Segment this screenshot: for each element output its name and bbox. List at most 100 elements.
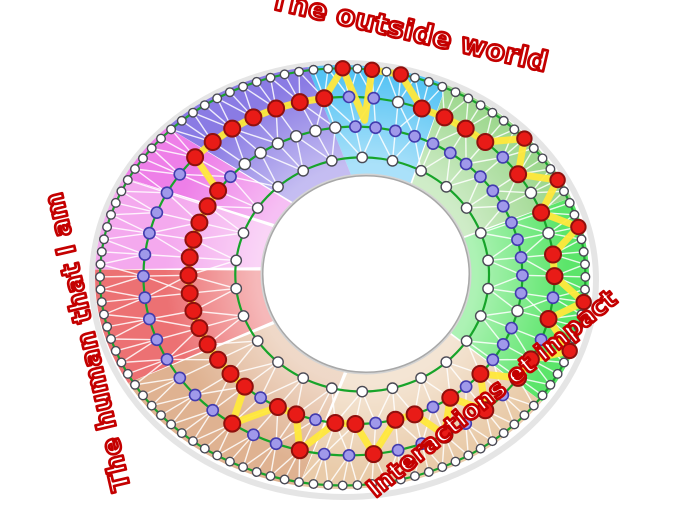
level-node-red[interactable] — [198, 197, 217, 216]
outer-node[interactable] — [423, 467, 434, 478]
outer-node[interactable] — [450, 456, 461, 467]
outer-node[interactable] — [498, 115, 509, 126]
outer-node[interactable] — [265, 72, 276, 83]
ring2-node[interactable] — [415, 437, 429, 451]
ring2-node[interactable] — [150, 333, 164, 347]
level-node-red[interactable] — [179, 266, 198, 285]
outer-node[interactable] — [176, 115, 187, 126]
inner-node[interactable] — [237, 227, 250, 239]
ring1-node[interactable] — [505, 216, 518, 229]
outer-node[interactable] — [105, 209, 116, 220]
outer-node[interactable] — [498, 428, 509, 439]
level-node-red[interactable] — [190, 213, 209, 232]
ring1-node[interactable] — [238, 157, 252, 171]
outer-node[interactable] — [509, 419, 520, 430]
ring1-node[interactable] — [348, 120, 362, 133]
ring1-node[interactable] — [388, 124, 402, 138]
outer-node[interactable] — [238, 462, 249, 473]
outer-node[interactable] — [265, 471, 276, 482]
ring1-node[interactable] — [224, 170, 237, 184]
outer-node[interactable] — [323, 480, 334, 491]
ring1-node[interactable] — [486, 353, 500, 367]
level-node-red[interactable] — [435, 108, 454, 127]
ring2-node[interactable] — [160, 352, 174, 366]
outer-node[interactable] — [187, 107, 198, 118]
ring1-node[interactable] — [254, 146, 267, 160]
inner-node[interactable] — [297, 164, 310, 177]
inner-node[interactable] — [297, 372, 310, 384]
outer-node[interactable] — [352, 63, 363, 74]
outer-node[interactable] — [559, 186, 570, 197]
ring1-node[interactable] — [459, 157, 473, 171]
level-node-red[interactable] — [476, 401, 495, 420]
level-node-red[interactable] — [456, 119, 475, 138]
outer-node[interactable] — [94, 271, 105, 282]
inner-node[interactable] — [251, 335, 264, 347]
inner-node[interactable] — [230, 254, 243, 267]
inner-node[interactable] — [325, 382, 338, 395]
outer-node[interactable] — [409, 471, 420, 482]
inner-node[interactable] — [230, 282, 243, 295]
ring1-node[interactable] — [426, 137, 440, 150]
outer-node[interactable] — [437, 462, 448, 473]
inner-node[interactable] — [460, 202, 473, 214]
level-node-red[interactable] — [209, 181, 228, 200]
outer-node[interactable] — [580, 271, 591, 282]
ring2-node[interactable] — [317, 447, 331, 461]
ring1-node[interactable] — [443, 146, 457, 160]
level-node-red[interactable] — [412, 99, 431, 118]
outer-node[interactable] — [129, 379, 140, 390]
level-node-red[interactable] — [575, 293, 592, 311]
outer-node[interactable] — [176, 428, 187, 439]
outer-node[interactable] — [564, 197, 575, 208]
inner-node[interactable] — [237, 310, 250, 322]
outer-node[interactable] — [129, 163, 140, 174]
ring1-node[interactable] — [369, 121, 382, 135]
outer-node[interactable] — [463, 450, 474, 461]
level-node-red[interactable] — [364, 445, 383, 464]
outer-node[interactable] — [487, 436, 498, 447]
outer-node[interactable] — [294, 66, 305, 77]
outer-node[interactable] — [537, 390, 548, 401]
ring1-node[interactable] — [309, 124, 322, 138]
ring2-node[interactable] — [246, 428, 260, 442]
ring1-node[interactable] — [289, 129, 303, 143]
level-node-red[interactable] — [184, 301, 203, 320]
outer-node[interactable] — [519, 410, 530, 421]
ring1-node[interactable] — [496, 199, 510, 213]
outer-node[interactable] — [409, 72, 420, 83]
outer-node[interactable] — [110, 197, 121, 208]
level-node-red[interactable] — [544, 245, 562, 264]
outer-node[interactable] — [155, 410, 166, 421]
outer-node[interactable] — [137, 390, 148, 401]
outer-node[interactable] — [116, 186, 127, 197]
inner-node[interactable] — [356, 385, 369, 398]
outer-node[interactable] — [450, 87, 461, 98]
ring2-node[interactable] — [269, 437, 283, 451]
outer-node[interactable] — [381, 66, 392, 77]
outer-node[interactable] — [528, 143, 539, 154]
outer-node[interactable] — [352, 480, 363, 491]
ring2-node[interactable] — [342, 448, 356, 462]
level-node-red[interactable] — [509, 368, 528, 387]
outer-node[interactable] — [95, 259, 106, 270]
inner-node[interactable] — [356, 151, 369, 164]
outer-node[interactable] — [545, 379, 556, 390]
outer-node[interactable] — [137, 153, 148, 164]
outer-node[interactable] — [146, 143, 157, 154]
level-node-red[interactable] — [363, 61, 381, 79]
level-node-red[interactable] — [405, 405, 424, 424]
outer-node[interactable] — [487, 107, 498, 118]
outer-node[interactable] — [279, 474, 290, 485]
ring2-node[interactable] — [534, 333, 548, 347]
level-node-red[interactable] — [539, 310, 558, 328]
outer-node[interactable] — [110, 345, 121, 356]
inner-node[interactable] — [415, 372, 427, 384]
ring2-node[interactable] — [160, 186, 174, 200]
level-node-red[interactable] — [223, 119, 242, 138]
outer-node[interactable] — [552, 368, 563, 379]
outer-node[interactable] — [238, 81, 249, 92]
inner-node[interactable] — [415, 164, 427, 177]
outer-node[interactable] — [463, 93, 474, 104]
level-node-red[interactable] — [244, 108, 263, 127]
